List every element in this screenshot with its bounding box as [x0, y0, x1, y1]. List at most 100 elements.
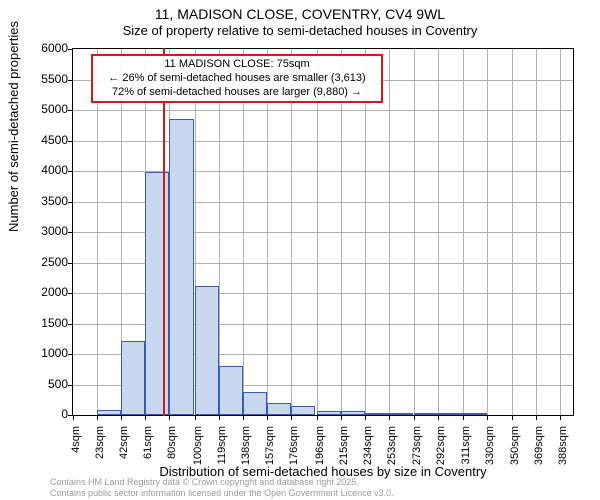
gridline-v [463, 49, 464, 415]
annotation-line2: ← 26% of semi-detached houses are smalle… [97, 72, 377, 86]
ytick-mark [68, 232, 73, 233]
xtick-label: 100sqm [192, 426, 204, 486]
ytick-label: 0 [18, 407, 68, 421]
xtick-mark [73, 415, 74, 420]
histogram-bar [317, 411, 341, 415]
histogram-bar [365, 413, 389, 415]
xtick-label: 350sqm [509, 426, 521, 486]
xtick-mark [536, 415, 537, 420]
xtick-mark [560, 415, 561, 420]
gridline-v [291, 49, 292, 415]
ytick-mark [68, 354, 73, 355]
xtick-mark [438, 415, 439, 420]
gridline-v [560, 49, 561, 415]
xtick-label: 80sqm [166, 426, 178, 486]
gridline-v [267, 49, 268, 415]
histogram-bar [267, 403, 291, 415]
histogram-bar [414, 413, 438, 415]
gridline-v [414, 49, 415, 415]
chart-subtitle: Size of property relative to semi-detach… [0, 23, 600, 38]
ytick-label: 4000 [18, 163, 68, 177]
ytick-label: 6000 [18, 41, 68, 55]
xtick-label: 311sqm [460, 426, 472, 486]
xtick-mark [389, 415, 390, 420]
ytick-label: 5000 [18, 102, 68, 116]
chart-title: 11, MADISON CLOSE, COVENTRY, CV4 9WL [0, 6, 600, 22]
ytick-mark [68, 385, 73, 386]
gridline-v [536, 49, 537, 415]
gridline-v [438, 49, 439, 415]
gridline-v [219, 49, 220, 415]
xtick-mark [291, 415, 292, 420]
xtick-mark [317, 415, 318, 420]
ytick-label: 4500 [18, 133, 68, 147]
histogram-bar [97, 410, 121, 415]
xtick-mark [365, 415, 366, 420]
xtick-mark [487, 415, 488, 420]
xtick-mark [219, 415, 220, 420]
xtick-label: 157sqm [264, 426, 276, 486]
xtick-mark [267, 415, 268, 420]
xtick-label: 292sqm [435, 426, 447, 486]
gridline-v [243, 49, 244, 415]
histogram-bar [195, 286, 219, 415]
chart-frame: 11, MADISON CLOSE, COVENTRY, CV4 9WL Siz… [0, 0, 600, 500]
xtick-label: 215sqm [338, 426, 350, 486]
histogram-bar [438, 413, 462, 415]
histogram-bar [145, 172, 169, 415]
xtick-mark [121, 415, 122, 420]
xtick-label: 196sqm [314, 426, 326, 486]
ytick-label: 1500 [18, 316, 68, 330]
histogram-bar [341, 411, 365, 415]
xtick-mark [341, 415, 342, 420]
xtick-label: 4sqm [70, 426, 82, 486]
xtick-mark [463, 415, 464, 420]
ytick-label: 5500 [18, 72, 68, 86]
histogram-bar [463, 413, 487, 415]
ytick-mark [68, 263, 73, 264]
plot-area: 11 MADISON CLOSE: 75sqm ← 26% of semi-de… [72, 48, 574, 416]
ytick-label: 2500 [18, 255, 68, 269]
histogram-bar [243, 392, 267, 415]
xtick-mark [195, 415, 196, 420]
gridline-v [341, 49, 342, 415]
gridline-v [317, 49, 318, 415]
ytick-mark [68, 141, 73, 142]
ytick-mark [68, 80, 73, 81]
histogram-bar [291, 406, 315, 415]
ytick-label: 1000 [18, 346, 68, 360]
gridline-v [512, 49, 513, 415]
ytick-mark [68, 202, 73, 203]
ytick-mark [68, 324, 73, 325]
gridline-v [389, 49, 390, 415]
xtick-label: 23sqm [94, 426, 106, 486]
histogram-bar [389, 413, 413, 415]
xtick-label: 119sqm [216, 426, 228, 486]
ytick-label: 3500 [18, 194, 68, 208]
gridline-v [487, 49, 488, 415]
ytick-mark [68, 171, 73, 172]
ytick-label: 2000 [18, 285, 68, 299]
xtick-mark [97, 415, 98, 420]
xtick-mark [145, 415, 146, 420]
xtick-mark [243, 415, 244, 420]
histogram-bar [219, 366, 243, 415]
ytick-label: 3000 [18, 224, 68, 238]
xtick-label: 330sqm [484, 426, 496, 486]
xtick-label: 388sqm [557, 426, 569, 486]
xtick-label: 369sqm [533, 426, 545, 486]
ytick-mark [68, 110, 73, 111]
xtick-label: 234sqm [362, 426, 374, 486]
xtick-label: 138sqm [240, 426, 252, 486]
gridline-h [73, 110, 573, 111]
xtick-label: 61sqm [142, 426, 154, 486]
xtick-mark [512, 415, 513, 420]
histogram-bar [169, 119, 193, 415]
histogram-bar [121, 341, 145, 415]
gridline-v [365, 49, 366, 415]
ytick-label: 500 [18, 377, 68, 391]
ytick-mark [68, 293, 73, 294]
gridline-v [97, 49, 98, 415]
xtick-label: 273sqm [411, 426, 423, 486]
xtick-mark [414, 415, 415, 420]
